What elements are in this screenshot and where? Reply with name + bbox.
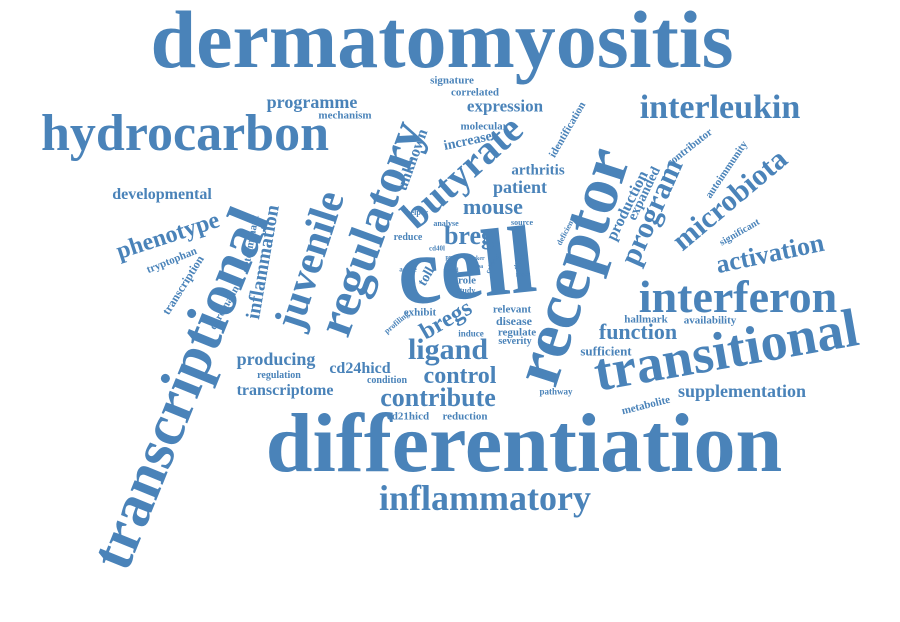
- word-molecular: molecular: [460, 120, 508, 133]
- word-marker: marker: [465, 256, 485, 262]
- word-most: most: [515, 270, 531, 279]
- word-breg: breg: [443, 221, 495, 250]
- word-sufficient: sufficient: [580, 343, 632, 359]
- word-role: role: [457, 274, 477, 287]
- word-study: study: [456, 286, 476, 295]
- word-interleukin: interleukin: [639, 89, 801, 126]
- word-exhibit: exhibit: [403, 306, 437, 319]
- word-induce: induce: [458, 328, 484, 339]
- word-active: active: [399, 265, 417, 274]
- word-supplementation: supplementation: [677, 381, 807, 401]
- word-availability: availability: [683, 314, 737, 327]
- word-expression: expression: [466, 96, 544, 116]
- word-regulation: regulation: [257, 370, 301, 381]
- word-correlated: correlated: [450, 86, 500, 99]
- word-mechanism: mechanism: [318, 109, 372, 122]
- word-hallmark: hallmark: [624, 313, 668, 326]
- word-reduce: reduce: [393, 232, 423, 243]
- word-transcriptome: transcriptome: [236, 382, 334, 399]
- word-signature: signature: [430, 74, 474, 87]
- word-pro: pro: [445, 255, 455, 261]
- word-hydrocarbon: hydrocarbon: [41, 105, 329, 162]
- word-differentiation: differentiation: [265, 397, 783, 490]
- word-also: also: [445, 262, 457, 268]
- word-mouse: mouse: [463, 194, 523, 219]
- word-cd40l: cd40l: [429, 244, 445, 253]
- word-dermatomyositis: dermatomyositis: [150, 0, 734, 85]
- word-source: source: [510, 218, 534, 227]
- word-contributor: contributor: [664, 126, 715, 170]
- word-relevant: relevant: [492, 303, 532, 316]
- word-function: function: [598, 319, 678, 344]
- word-contribute: contribute: [380, 383, 496, 412]
- word-pathway: pathway: [539, 386, 573, 397]
- word-found: found: [443, 268, 459, 274]
- word-cd21hicd: cd21hicd: [386, 410, 430, 423]
- word-severity: severity: [498, 336, 532, 347]
- word-condition: condition: [366, 375, 408, 386]
- word-reduction: reduction: [442, 410, 488, 423]
- word-cd24hicd: cd24hicd: [329, 360, 391, 377]
- word-developmental: developmental: [112, 186, 212, 203]
- word-helper: helper: [406, 208, 428, 217]
- word-disease: disease: [496, 314, 532, 328]
- word-analyse: analyse: [433, 219, 459, 228]
- word-patient: patient: [493, 177, 547, 197]
- word-regulate: regulate: [497, 326, 537, 339]
- word-control: control: [423, 363, 497, 389]
- word-tba: tba: [474, 264, 484, 270]
- word-arthritis: arthritis: [511, 162, 565, 179]
- word-ligand: ligand: [407, 333, 489, 366]
- word-interferon: interferon: [638, 271, 838, 322]
- word-inflammatory: inflammatory: [379, 478, 591, 518]
- word-programme: programme: [266, 92, 358, 112]
- word-producing: producing: [236, 349, 316, 369]
